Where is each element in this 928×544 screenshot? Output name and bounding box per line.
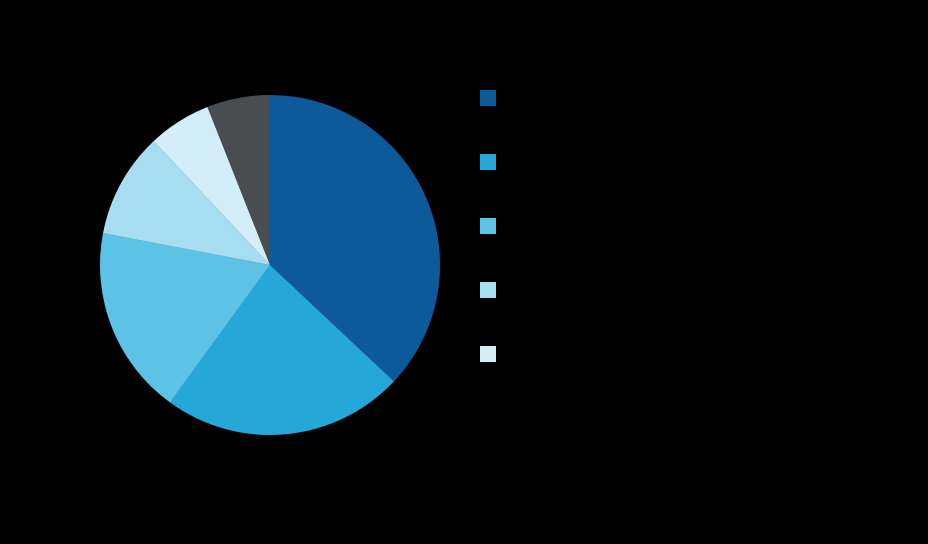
legend-item [480, 282, 510, 298]
legend-item [480, 346, 510, 362]
legend-swatch [480, 90, 496, 106]
pie-chart [100, 95, 440, 435]
legend-swatch [480, 218, 496, 234]
legend-item [480, 90, 510, 106]
pie-svg [100, 95, 440, 435]
legend-swatch [480, 154, 496, 170]
legend-swatch [480, 282, 496, 298]
legend-swatch [480, 346, 496, 362]
legend-item [480, 154, 510, 170]
legend [480, 90, 510, 362]
legend-item [480, 218, 510, 234]
chart-container [0, 0, 928, 544]
